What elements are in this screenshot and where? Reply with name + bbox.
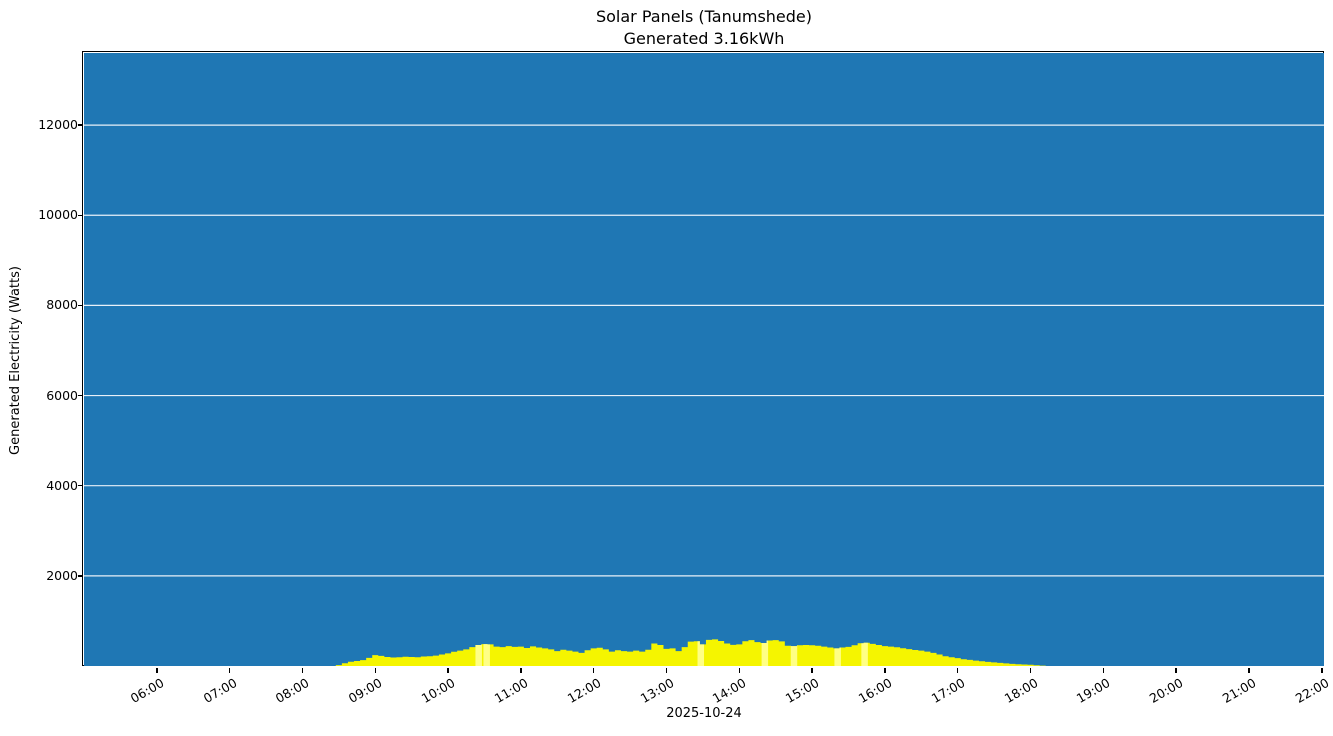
x-tick-mark [1029, 667, 1032, 673]
light-bar-stripe [761, 639, 769, 666]
y-tick-mark [78, 485, 83, 487]
y-tick-mark [78, 575, 83, 577]
y-tick-label: 8000 [46, 297, 78, 313]
y-tick-mark [78, 124, 83, 126]
x-tick-mark [301, 667, 304, 673]
y-tick-label: 6000 [46, 387, 78, 403]
y-tick-label: 10000 [38, 207, 78, 223]
chart-title-line2: Generated 3.16kWh [623, 29, 785, 48]
x-tick-mark [884, 667, 886, 673]
x-axis-label: 2025-10-24 [666, 706, 742, 721]
light-bar-stripe [483, 639, 490, 666]
light-bar-stripe [834, 639, 841, 666]
generation-area [335, 639, 1046, 666]
plot-background [84, 53, 1324, 666]
x-tick-mark [1102, 667, 1105, 673]
light-bar-stripe [475, 639, 482, 666]
x-tick-mark [592, 667, 595, 673]
y-tick-mark [78, 214, 83, 216]
x-tick-mark [1248, 667, 1250, 673]
x-tick-mark [1175, 667, 1177, 673]
x-tick-mark [156, 667, 158, 673]
y-tick-label: 4000 [46, 477, 78, 493]
x-tick-mark [228, 667, 231, 673]
x-tick-mark [665, 667, 668, 673]
x-tick-mark [957, 667, 959, 673]
light-bar-stripe [697, 639, 705, 666]
y-tick-label: 2000 [46, 567, 78, 583]
y-tick-mark [78, 394, 83, 397]
chart-title-line1: Solar Panels (Tanumshede) [595, 7, 813, 26]
y-tick-mark [78, 304, 83, 307]
x-tick-mark [374, 667, 376, 673]
x-tick-mark [520, 667, 522, 673]
x-tick-mark [738, 667, 740, 673]
x-tick-mark [447, 667, 449, 673]
light-bar-stripe [790, 639, 798, 666]
x-tick-mark [811, 667, 813, 673]
chart-title: Solar Panels (Tanumshede) Generated 3.16… [84, 6, 1324, 50]
y-tick-label: 12000 [38, 117, 78, 133]
light-bar-stripe [861, 639, 868, 666]
x-tick-mark [1321, 667, 1323, 673]
plot-area [84, 53, 1324, 666]
